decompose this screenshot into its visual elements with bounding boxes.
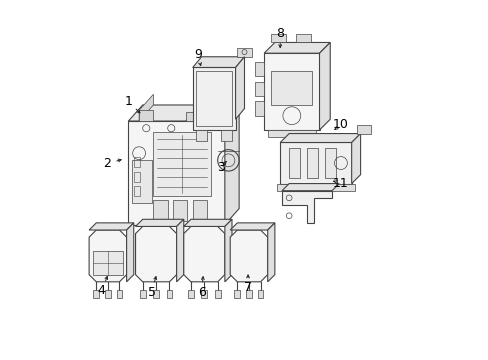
Polygon shape <box>224 219 231 282</box>
Polygon shape <box>128 105 239 121</box>
Polygon shape <box>280 134 360 143</box>
Polygon shape <box>89 223 134 230</box>
Bar <box>255 102 264 116</box>
Polygon shape <box>235 57 244 119</box>
Bar <box>192 200 206 221</box>
Bar <box>237 48 251 57</box>
Polygon shape <box>135 226 176 282</box>
Polygon shape <box>282 191 331 223</box>
Bar <box>271 71 312 105</box>
Polygon shape <box>351 134 360 184</box>
Bar <box>264 53 319 130</box>
Text: 8: 8 <box>276 27 284 40</box>
Text: 10: 10 <box>332 118 348 131</box>
Polygon shape <box>183 226 224 282</box>
Bar <box>153 200 167 221</box>
Bar <box>280 143 351 184</box>
Text: 3: 3 <box>217 161 225 174</box>
Text: 4: 4 <box>98 284 105 297</box>
Bar <box>173 200 187 221</box>
Polygon shape <box>230 230 267 282</box>
Polygon shape <box>89 230 126 282</box>
Bar <box>166 290 172 298</box>
Bar <box>267 130 315 137</box>
Polygon shape <box>126 223 134 282</box>
Bar <box>306 148 317 178</box>
Bar <box>255 82 264 96</box>
Bar <box>139 111 153 121</box>
Polygon shape <box>282 184 339 191</box>
Bar <box>116 290 122 298</box>
Polygon shape <box>192 67 235 130</box>
Bar <box>140 290 145 298</box>
Bar <box>153 290 159 298</box>
Bar <box>288 148 299 178</box>
Bar <box>234 290 240 298</box>
Bar <box>128 121 224 225</box>
Bar <box>196 130 206 141</box>
Polygon shape <box>319 42 329 130</box>
Bar <box>134 172 140 182</box>
Bar <box>271 33 285 42</box>
Polygon shape <box>135 219 183 226</box>
Bar <box>356 125 370 134</box>
Polygon shape <box>264 42 329 53</box>
Bar <box>221 130 231 141</box>
Bar <box>93 251 123 275</box>
Polygon shape <box>267 223 274 282</box>
Bar <box>93 290 99 298</box>
Text: 9: 9 <box>194 49 202 62</box>
Bar <box>185 112 206 121</box>
Polygon shape <box>176 219 183 282</box>
Bar <box>105 290 110 298</box>
Text: 6: 6 <box>197 286 205 299</box>
Text: 7: 7 <box>244 281 251 294</box>
Polygon shape <box>139 94 153 121</box>
Bar <box>257 290 263 298</box>
Bar <box>134 186 140 196</box>
Bar <box>214 290 220 298</box>
Bar <box>324 148 335 178</box>
Bar <box>134 157 140 167</box>
Bar <box>296 33 310 42</box>
Polygon shape <box>183 219 231 226</box>
Bar <box>255 62 264 76</box>
Bar <box>276 184 354 191</box>
Bar <box>132 160 151 203</box>
Bar <box>153 132 210 196</box>
Text: 11: 11 <box>332 177 348 190</box>
Text: 5: 5 <box>147 286 155 299</box>
Bar <box>245 290 251 298</box>
Text: 2: 2 <box>103 157 111 170</box>
Polygon shape <box>224 105 239 225</box>
Polygon shape <box>192 57 244 67</box>
Polygon shape <box>185 105 221 121</box>
Bar <box>201 290 207 298</box>
Text: 1: 1 <box>124 95 132 108</box>
Polygon shape <box>230 223 274 230</box>
Bar <box>188 290 193 298</box>
